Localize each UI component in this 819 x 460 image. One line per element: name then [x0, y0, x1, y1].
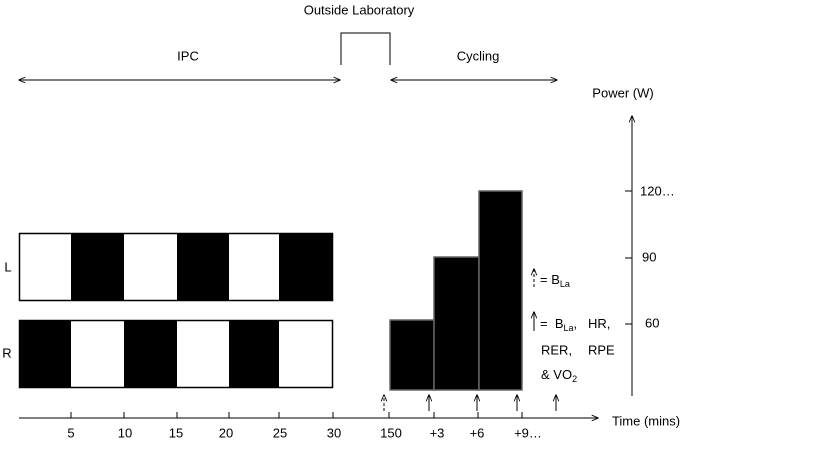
- limb-label: R: [2, 345, 11, 360]
- time-axis-label: Time (mins): [612, 413, 680, 428]
- phase-label: IPC: [177, 48, 199, 63]
- legend-text: = BLa, HR,: [540, 316, 610, 333]
- power-axis-label: Power (W): [592, 85, 653, 100]
- legend-text: RPE: [588, 342, 615, 357]
- r-cuff-row: [18, 319, 334, 389]
- time-tick-label: +6: [470, 425, 485, 440]
- legend-text: & VO2: [541, 367, 577, 384]
- time-tick-label: 15: [169, 425, 183, 440]
- limb-label: L: [4, 259, 11, 274]
- power-tick-label: 120…: [640, 183, 675, 198]
- time-tick-label: +9…: [514, 425, 542, 440]
- cycling-stages: [389, 190, 523, 391]
- legend-text: RER,: [541, 342, 572, 357]
- outside-bracket: [340, 32, 391, 65]
- outside-lab-label: Outside Laboratory: [304, 2, 415, 17]
- power-tick-label: 60: [645, 315, 659, 330]
- time-tick-label: 10: [118, 425, 132, 440]
- time-ticks: 5 10 15 20 25 30 150 +3 +6 +9…: [67, 412, 542, 440]
- l-cuff-row: [18, 232, 334, 302]
- time-tick-label: 20: [219, 425, 233, 440]
- time-tick-label: 30: [327, 425, 341, 440]
- time-tick-label: +3: [430, 425, 445, 440]
- time-tick-label: 5: [67, 425, 74, 440]
- legend-text: = BLa: [540, 272, 570, 289]
- phase-label: Cycling: [457, 48, 500, 63]
- time-tick-label: 150: [380, 425, 402, 440]
- power-tick-label: 90: [642, 249, 656, 264]
- time-tick-label: 25: [273, 425, 287, 440]
